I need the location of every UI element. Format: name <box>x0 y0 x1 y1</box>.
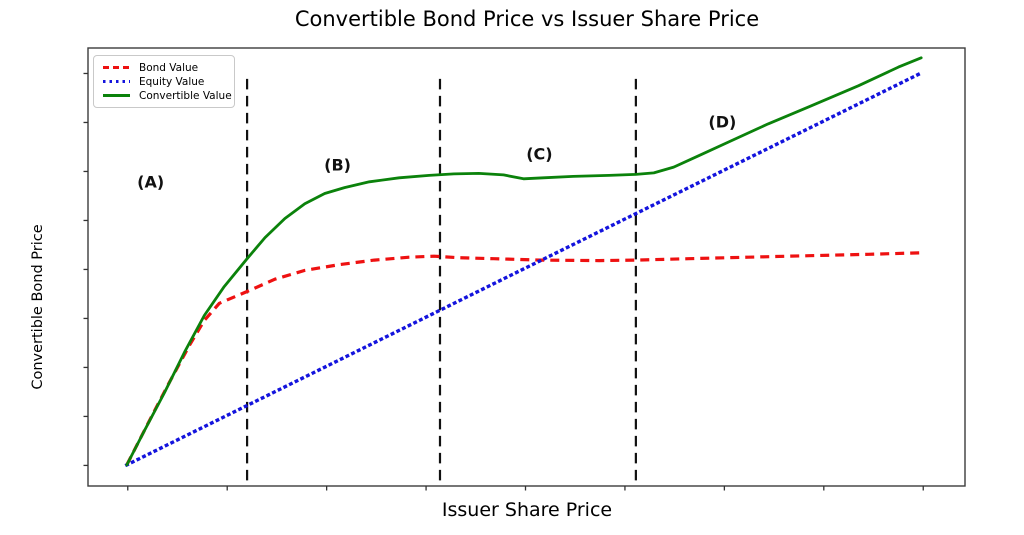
legend-label-convertible-value: Convertible Value <box>139 89 232 102</box>
region-label--a-: (A) <box>137 172 165 192</box>
legend-item-bond-value: Bond Value <box>103 61 226 74</box>
region-label--c-: (C) <box>526 144 553 164</box>
region-label--d-: (D) <box>708 112 737 132</box>
legend-swatch-equity-value <box>103 80 130 83</box>
series-line-bond-value <box>125 251 922 466</box>
legend: Bond Value Equity Value Convertible Valu… <box>93 55 235 108</box>
legend-item-convertible-value: Convertible Value <box>103 89 232 102</box>
plot-frame <box>87 47 966 487</box>
legend-swatch-bond-value <box>103 66 130 69</box>
legend-item-equity-value: Equity Value <box>103 75 226 88</box>
region-label--b-: (B) <box>324 155 351 175</box>
x-axis-label: Issuer Share Price <box>441 499 613 521</box>
chart-title: Convertible Bond Price vs Issuer Share P… <box>294 7 760 31</box>
legend-label-bond-value: Bond Value <box>139 61 199 74</box>
y-axis-label: Convertible Bond Price <box>30 224 46 390</box>
legend-label-equity-value: Equity Value <box>139 75 205 88</box>
series-line-convertible-value <box>125 56 923 467</box>
legend-swatch-convertible-value <box>103 94 130 97</box>
series-line-equity-value <box>124 70 924 468</box>
